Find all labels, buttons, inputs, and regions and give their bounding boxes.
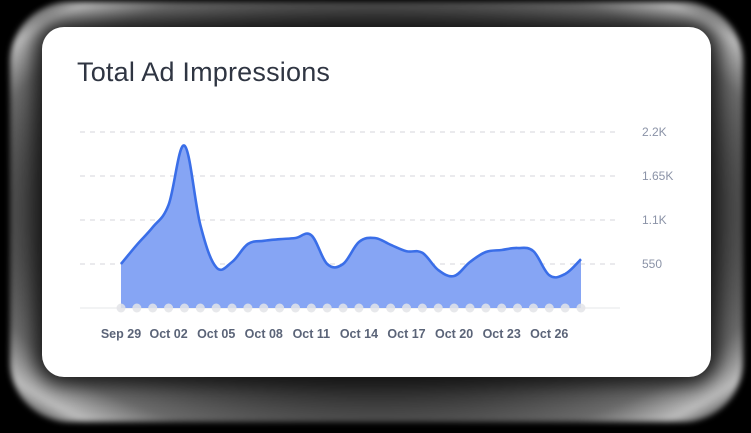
x-point-marker[interactable]: [116, 303, 126, 313]
x-point-marker[interactable]: [402, 303, 412, 313]
x-point-marker[interactable]: [370, 303, 380, 313]
x-point-marker[interactable]: [179, 303, 189, 313]
x-point-marker[interactable]: [497, 303, 507, 313]
x-point-marker[interactable]: [338, 303, 348, 313]
x-point-marker[interactable]: [259, 303, 269, 313]
x-point-marker[interactable]: [433, 303, 443, 313]
x-point-marker[interactable]: [195, 303, 205, 313]
x-point-marker[interactable]: [386, 303, 396, 313]
x-point-marker[interactable]: [513, 303, 523, 313]
x-point-marker[interactable]: [465, 303, 475, 313]
x-tick-label: Oct 17: [387, 327, 425, 341]
x-point-marker[interactable]: [354, 303, 364, 313]
x-point-marker[interactable]: [164, 303, 174, 313]
x-tick-label: Oct 02: [149, 327, 187, 341]
x-tick-label: Oct 05: [197, 327, 235, 341]
x-tick-label: Oct 26: [530, 327, 568, 341]
x-point-marker[interactable]: [528, 303, 538, 313]
y-tick-label: 1.1K: [642, 213, 667, 227]
x-point-marker[interactable]: [148, 303, 158, 313]
x-point-marker[interactable]: [290, 303, 300, 313]
x-point-marker[interactable]: [449, 303, 459, 313]
x-point-marker[interactable]: [243, 303, 253, 313]
x-point-marker[interactable]: [576, 303, 586, 313]
x-tick-label: Sep 29: [101, 327, 141, 341]
area-series: [119, 144, 582, 308]
x-point-marker[interactable]: [306, 303, 316, 313]
y-tick-label: 550: [642, 257, 662, 271]
x-axis-dots: [116, 303, 586, 313]
x-tick-label: Oct 14: [340, 327, 378, 341]
x-point-marker[interactable]: [544, 303, 554, 313]
y-axis-labels: 550 1.1K 1.65K 2.2K: [642, 125, 673, 271]
x-point-marker[interactable]: [417, 303, 427, 313]
x-point-marker[interactable]: [227, 303, 237, 313]
y-tick-label: 2.2K: [642, 125, 667, 139]
x-point-marker[interactable]: [275, 303, 285, 313]
x-point-marker[interactable]: [132, 303, 142, 313]
chart-title: Total Ad Impressions: [77, 57, 331, 87]
x-point-marker[interactable]: [560, 303, 570, 313]
x-tick-label: Oct 23: [483, 327, 521, 341]
x-tick-label: Oct 08: [245, 327, 283, 341]
x-point-marker[interactable]: [322, 303, 332, 313]
chart-card: Total Ad Impressions 550 1.1K 1.65K 2.2K Se…: [42, 27, 711, 377]
x-point-marker[interactable]: [481, 303, 491, 313]
x-axis-labels: Sep 29 Oct 02 Oct 05 Oct 08 Oct 11 Oct 14 Oct …: [101, 327, 569, 341]
impressions-area-chart: 550 1.1K 1.65K 2.2K Sep 29 Oct 02 Oct 05 Oct 0…: [80, 125, 673, 341]
x-tick-label: Oct 11: [293, 327, 331, 341]
y-tick-label: 1.65K: [642, 169, 673, 183]
x-tick-label: Oct 20: [435, 327, 473, 341]
series-line: [119, 144, 582, 279]
x-point-marker[interactable]: [211, 303, 221, 313]
